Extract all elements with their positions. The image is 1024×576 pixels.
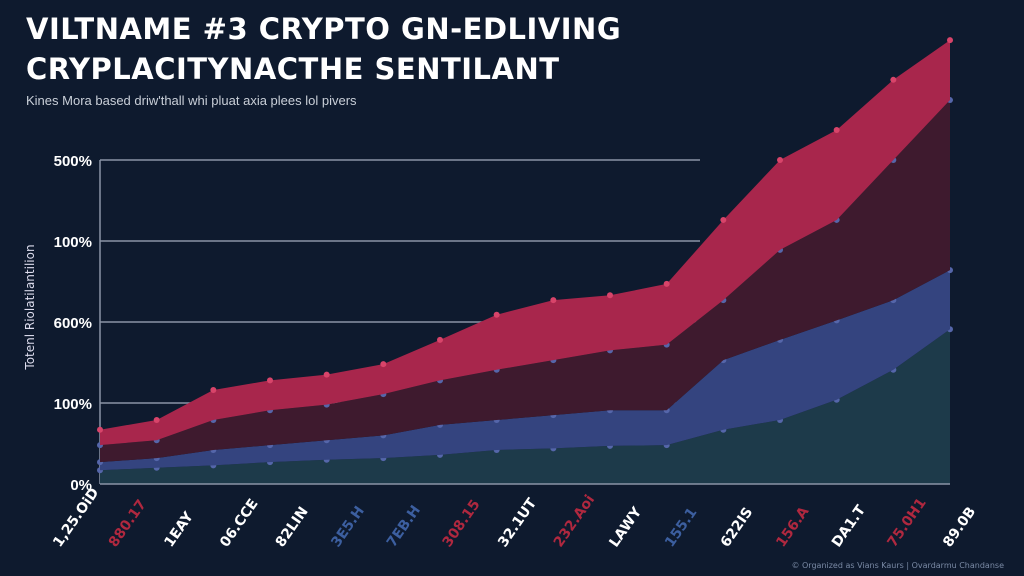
area-series-1 xyxy=(100,270,950,471)
chart-title-line-2: CRYPLACITYNACTHE SENTILANT xyxy=(26,52,560,86)
y-tick-label: 0% xyxy=(70,477,92,494)
y-tick-label: 600% xyxy=(54,315,92,332)
data-point xyxy=(210,387,217,394)
x-tick-label: 156.A xyxy=(773,504,812,550)
data-point xyxy=(720,216,727,223)
x-tick-label: 308.15 xyxy=(440,497,484,550)
x-tick-label: 75.0H1 xyxy=(885,495,930,550)
data-point xyxy=(323,371,330,378)
data-point xyxy=(833,127,840,134)
x-tick-label: 7EB.H xyxy=(384,503,424,551)
data-point xyxy=(777,157,783,163)
credit-text: © Organized as Vians Kaurs | Ovardarmu C… xyxy=(791,561,1004,570)
chart-title-line-1: VILTNAME #3 CRYPTO GN-EDLIVING xyxy=(26,12,622,46)
chart-subtitle: Kines Mora based driw'thall whi pluat ax… xyxy=(26,93,357,108)
data-point xyxy=(663,280,670,287)
x-tick-label: 880.17 xyxy=(106,497,150,550)
area-series-2 xyxy=(100,100,950,463)
data-point xyxy=(607,292,613,299)
x-tick-label: 622IS xyxy=(718,505,757,551)
x-tick-label: 89.0B xyxy=(940,504,979,550)
x-tick-label: 32.1UT xyxy=(495,495,540,550)
x-tick-label: 3E5.H xyxy=(328,503,368,550)
data-point xyxy=(947,37,953,44)
x-tick-label: DA1.T xyxy=(829,502,869,550)
y-tick-label: 500% xyxy=(54,153,92,170)
data-point xyxy=(97,426,103,433)
area-series-3 xyxy=(100,40,950,446)
y-tick-label: 100% xyxy=(54,234,92,251)
data-point xyxy=(437,336,443,343)
area-series-0 xyxy=(100,329,950,484)
x-tick-label: 06.CCE xyxy=(217,496,262,550)
data-point xyxy=(267,377,273,384)
data-point xyxy=(153,417,160,424)
x-tick-label: 155.1 xyxy=(662,505,701,550)
x-tick-label: 1,25.OiD xyxy=(50,485,102,550)
data-point xyxy=(493,311,500,318)
x-tick-label: LAWY xyxy=(606,504,645,551)
y-tick-label: 100% xyxy=(54,396,92,413)
data-point xyxy=(380,361,387,368)
data-point xyxy=(890,76,897,83)
x-tick-label: 82LIN xyxy=(273,504,312,550)
x-tick-label: 232.Aoi xyxy=(551,492,598,550)
x-tick-label: 1EAY xyxy=(161,509,197,551)
data-point xyxy=(550,297,557,304)
